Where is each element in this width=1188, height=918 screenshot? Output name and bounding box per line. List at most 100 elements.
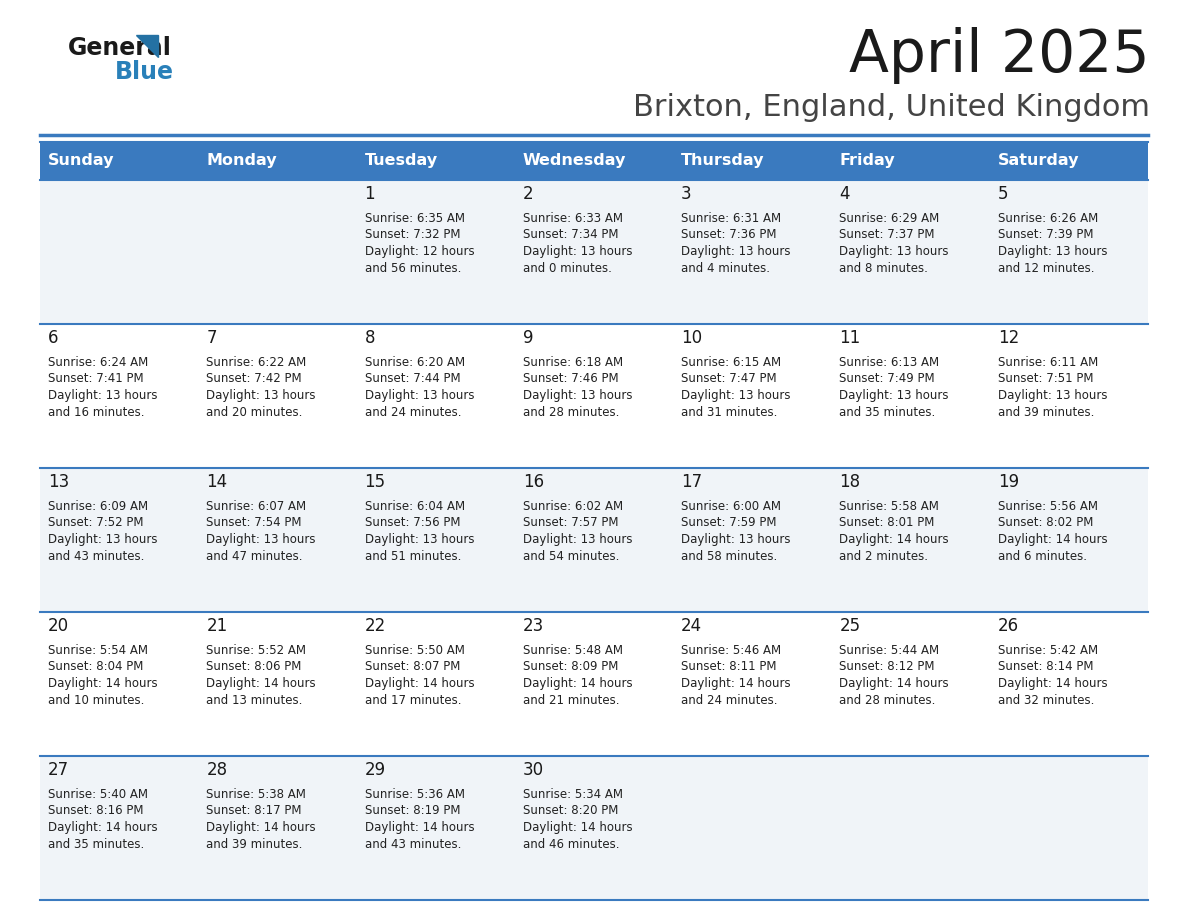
Bar [356, 142, 514, 180]
Text: and 35 minutes.: and 35 minutes. [840, 406, 936, 419]
Bar [832, 142, 990, 180]
Text: and 51 minutes.: and 51 minutes. [365, 550, 461, 563]
Text: Sunset: 8:09 PM: Sunset: 8:09 PM [523, 660, 618, 674]
Text: Daylight: 14 hours: Daylight: 14 hours [48, 677, 158, 690]
Text: Sunset: 7:54 PM: Sunset: 7:54 PM [207, 517, 302, 530]
Text: Thursday: Thursday [681, 153, 765, 169]
Text: Brixton, England, United Kingdom: Brixton, England, United Kingdom [633, 94, 1150, 122]
Text: Sunrise: 6:29 AM: Sunrise: 6:29 AM [840, 212, 940, 225]
Text: Sunrise: 6:11 AM: Sunrise: 6:11 AM [998, 356, 1098, 369]
Bar [40, 324, 1148, 468]
Text: 17: 17 [681, 473, 702, 491]
Text: Sunrise: 5:48 AM: Sunrise: 5:48 AM [523, 644, 623, 657]
Text: Daylight: 14 hours: Daylight: 14 hours [998, 677, 1107, 690]
Bar [40, 180, 1148, 324]
Text: and 28 minutes.: and 28 minutes. [523, 406, 619, 419]
Text: and 47 minutes.: and 47 minutes. [207, 550, 303, 563]
Text: 9: 9 [523, 329, 533, 347]
Text: Daylight: 14 hours: Daylight: 14 hours [365, 677, 474, 690]
Text: Sunrise: 5:40 AM: Sunrise: 5:40 AM [48, 788, 148, 801]
Text: Daylight: 13 hours: Daylight: 13 hours [998, 389, 1107, 402]
Text: 16: 16 [523, 473, 544, 491]
Text: Sunrise: 5:44 AM: Sunrise: 5:44 AM [840, 644, 940, 657]
Text: Daylight: 14 hours: Daylight: 14 hours [207, 821, 316, 834]
Text: Sunrise: 5:52 AM: Sunrise: 5:52 AM [207, 644, 307, 657]
Text: Sunset: 8:17 PM: Sunset: 8:17 PM [207, 804, 302, 818]
Text: Daylight: 14 hours: Daylight: 14 hours [207, 677, 316, 690]
Text: Sunset: 8:11 PM: Sunset: 8:11 PM [681, 660, 777, 674]
Text: and 32 minutes.: and 32 minutes. [998, 693, 1094, 707]
Text: Daylight: 13 hours: Daylight: 13 hours [840, 389, 949, 402]
Bar [674, 142, 832, 180]
Text: Daylight: 13 hours: Daylight: 13 hours [998, 245, 1107, 258]
Text: Daylight: 14 hours: Daylight: 14 hours [48, 821, 158, 834]
Text: Sunset: 7:56 PM: Sunset: 7:56 PM [365, 517, 460, 530]
Bar [40, 612, 1148, 756]
Text: 24: 24 [681, 617, 702, 635]
Text: 19: 19 [998, 473, 1019, 491]
Text: Sunset: 7:51 PM: Sunset: 7:51 PM [998, 373, 1093, 386]
Text: Daylight: 14 hours: Daylight: 14 hours [365, 821, 474, 834]
Text: 8: 8 [365, 329, 375, 347]
Text: Sunrise: 6:15 AM: Sunrise: 6:15 AM [681, 356, 782, 369]
Text: and 39 minutes.: and 39 minutes. [998, 406, 1094, 419]
Text: and 6 minutes.: and 6 minutes. [998, 550, 1087, 563]
Text: Sunset: 7:47 PM: Sunset: 7:47 PM [681, 373, 777, 386]
Bar [198, 142, 356, 180]
Text: Sunset: 8:07 PM: Sunset: 8:07 PM [365, 660, 460, 674]
Text: 12: 12 [998, 329, 1019, 347]
Text: 28: 28 [207, 761, 227, 779]
Text: Daylight: 14 hours: Daylight: 14 hours [681, 677, 791, 690]
Text: Sunrise: 5:50 AM: Sunrise: 5:50 AM [365, 644, 465, 657]
Text: Sunrise: 6:09 AM: Sunrise: 6:09 AM [48, 500, 148, 513]
Text: and 28 minutes.: and 28 minutes. [840, 693, 936, 707]
Text: 23: 23 [523, 617, 544, 635]
Text: Daylight: 13 hours: Daylight: 13 hours [523, 245, 632, 258]
Text: Sunset: 7:36 PM: Sunset: 7:36 PM [681, 229, 777, 241]
Text: April 2025: April 2025 [849, 27, 1150, 84]
Text: Sunrise: 6:20 AM: Sunrise: 6:20 AM [365, 356, 465, 369]
Text: Sunset: 7:59 PM: Sunset: 7:59 PM [681, 517, 777, 530]
Text: Sunrise: 5:36 AM: Sunrise: 5:36 AM [365, 788, 465, 801]
Text: Sunrise: 5:34 AM: Sunrise: 5:34 AM [523, 788, 623, 801]
Text: Blue: Blue [115, 60, 173, 84]
Text: 13: 13 [48, 473, 69, 491]
Text: Sunset: 8:12 PM: Sunset: 8:12 PM [840, 660, 935, 674]
Text: 10: 10 [681, 329, 702, 347]
Text: Sunrise: 6:24 AM: Sunrise: 6:24 AM [48, 356, 148, 369]
Text: Sunrise: 6:07 AM: Sunrise: 6:07 AM [207, 500, 307, 513]
Text: Sunrise: 6:02 AM: Sunrise: 6:02 AM [523, 500, 623, 513]
Text: Sunrise: 5:54 AM: Sunrise: 5:54 AM [48, 644, 148, 657]
Text: and 39 minutes.: and 39 minutes. [207, 837, 303, 850]
Text: Daylight: 13 hours: Daylight: 13 hours [681, 245, 791, 258]
Text: Sunset: 8:01 PM: Sunset: 8:01 PM [840, 517, 935, 530]
Text: Sunrise: 5:42 AM: Sunrise: 5:42 AM [998, 644, 1098, 657]
Text: 14: 14 [207, 473, 227, 491]
Text: Sunrise: 6:33 AM: Sunrise: 6:33 AM [523, 212, 623, 225]
Text: Daylight: 13 hours: Daylight: 13 hours [681, 533, 791, 546]
Text: Friday: Friday [840, 153, 895, 169]
Text: 4: 4 [840, 185, 849, 203]
Bar [40, 142, 198, 180]
Text: 22: 22 [365, 617, 386, 635]
Text: and 12 minutes.: and 12 minutes. [998, 262, 1094, 274]
Text: Sunrise: 6:00 AM: Sunrise: 6:00 AM [681, 500, 782, 513]
Text: Daylight: 13 hours: Daylight: 13 hours [207, 533, 316, 546]
Text: 18: 18 [840, 473, 860, 491]
Text: Daylight: 14 hours: Daylight: 14 hours [998, 533, 1107, 546]
Text: Daylight: 13 hours: Daylight: 13 hours [523, 389, 632, 402]
Text: and 46 minutes.: and 46 minutes. [523, 837, 619, 850]
Text: and 13 minutes.: and 13 minutes. [207, 693, 303, 707]
Text: Saturday: Saturday [998, 153, 1079, 169]
Text: and 10 minutes.: and 10 minutes. [48, 693, 145, 707]
Bar [40, 756, 1148, 900]
Text: 7: 7 [207, 329, 216, 347]
Text: Daylight: 13 hours: Daylight: 13 hours [681, 389, 791, 402]
Text: 3: 3 [681, 185, 691, 203]
Text: Daylight: 13 hours: Daylight: 13 hours [840, 245, 949, 258]
Text: 5: 5 [998, 185, 1009, 203]
Polygon shape [135, 35, 158, 57]
Text: Daylight: 13 hours: Daylight: 13 hours [365, 389, 474, 402]
Text: Sunset: 8:16 PM: Sunset: 8:16 PM [48, 804, 144, 818]
Bar [514, 142, 674, 180]
